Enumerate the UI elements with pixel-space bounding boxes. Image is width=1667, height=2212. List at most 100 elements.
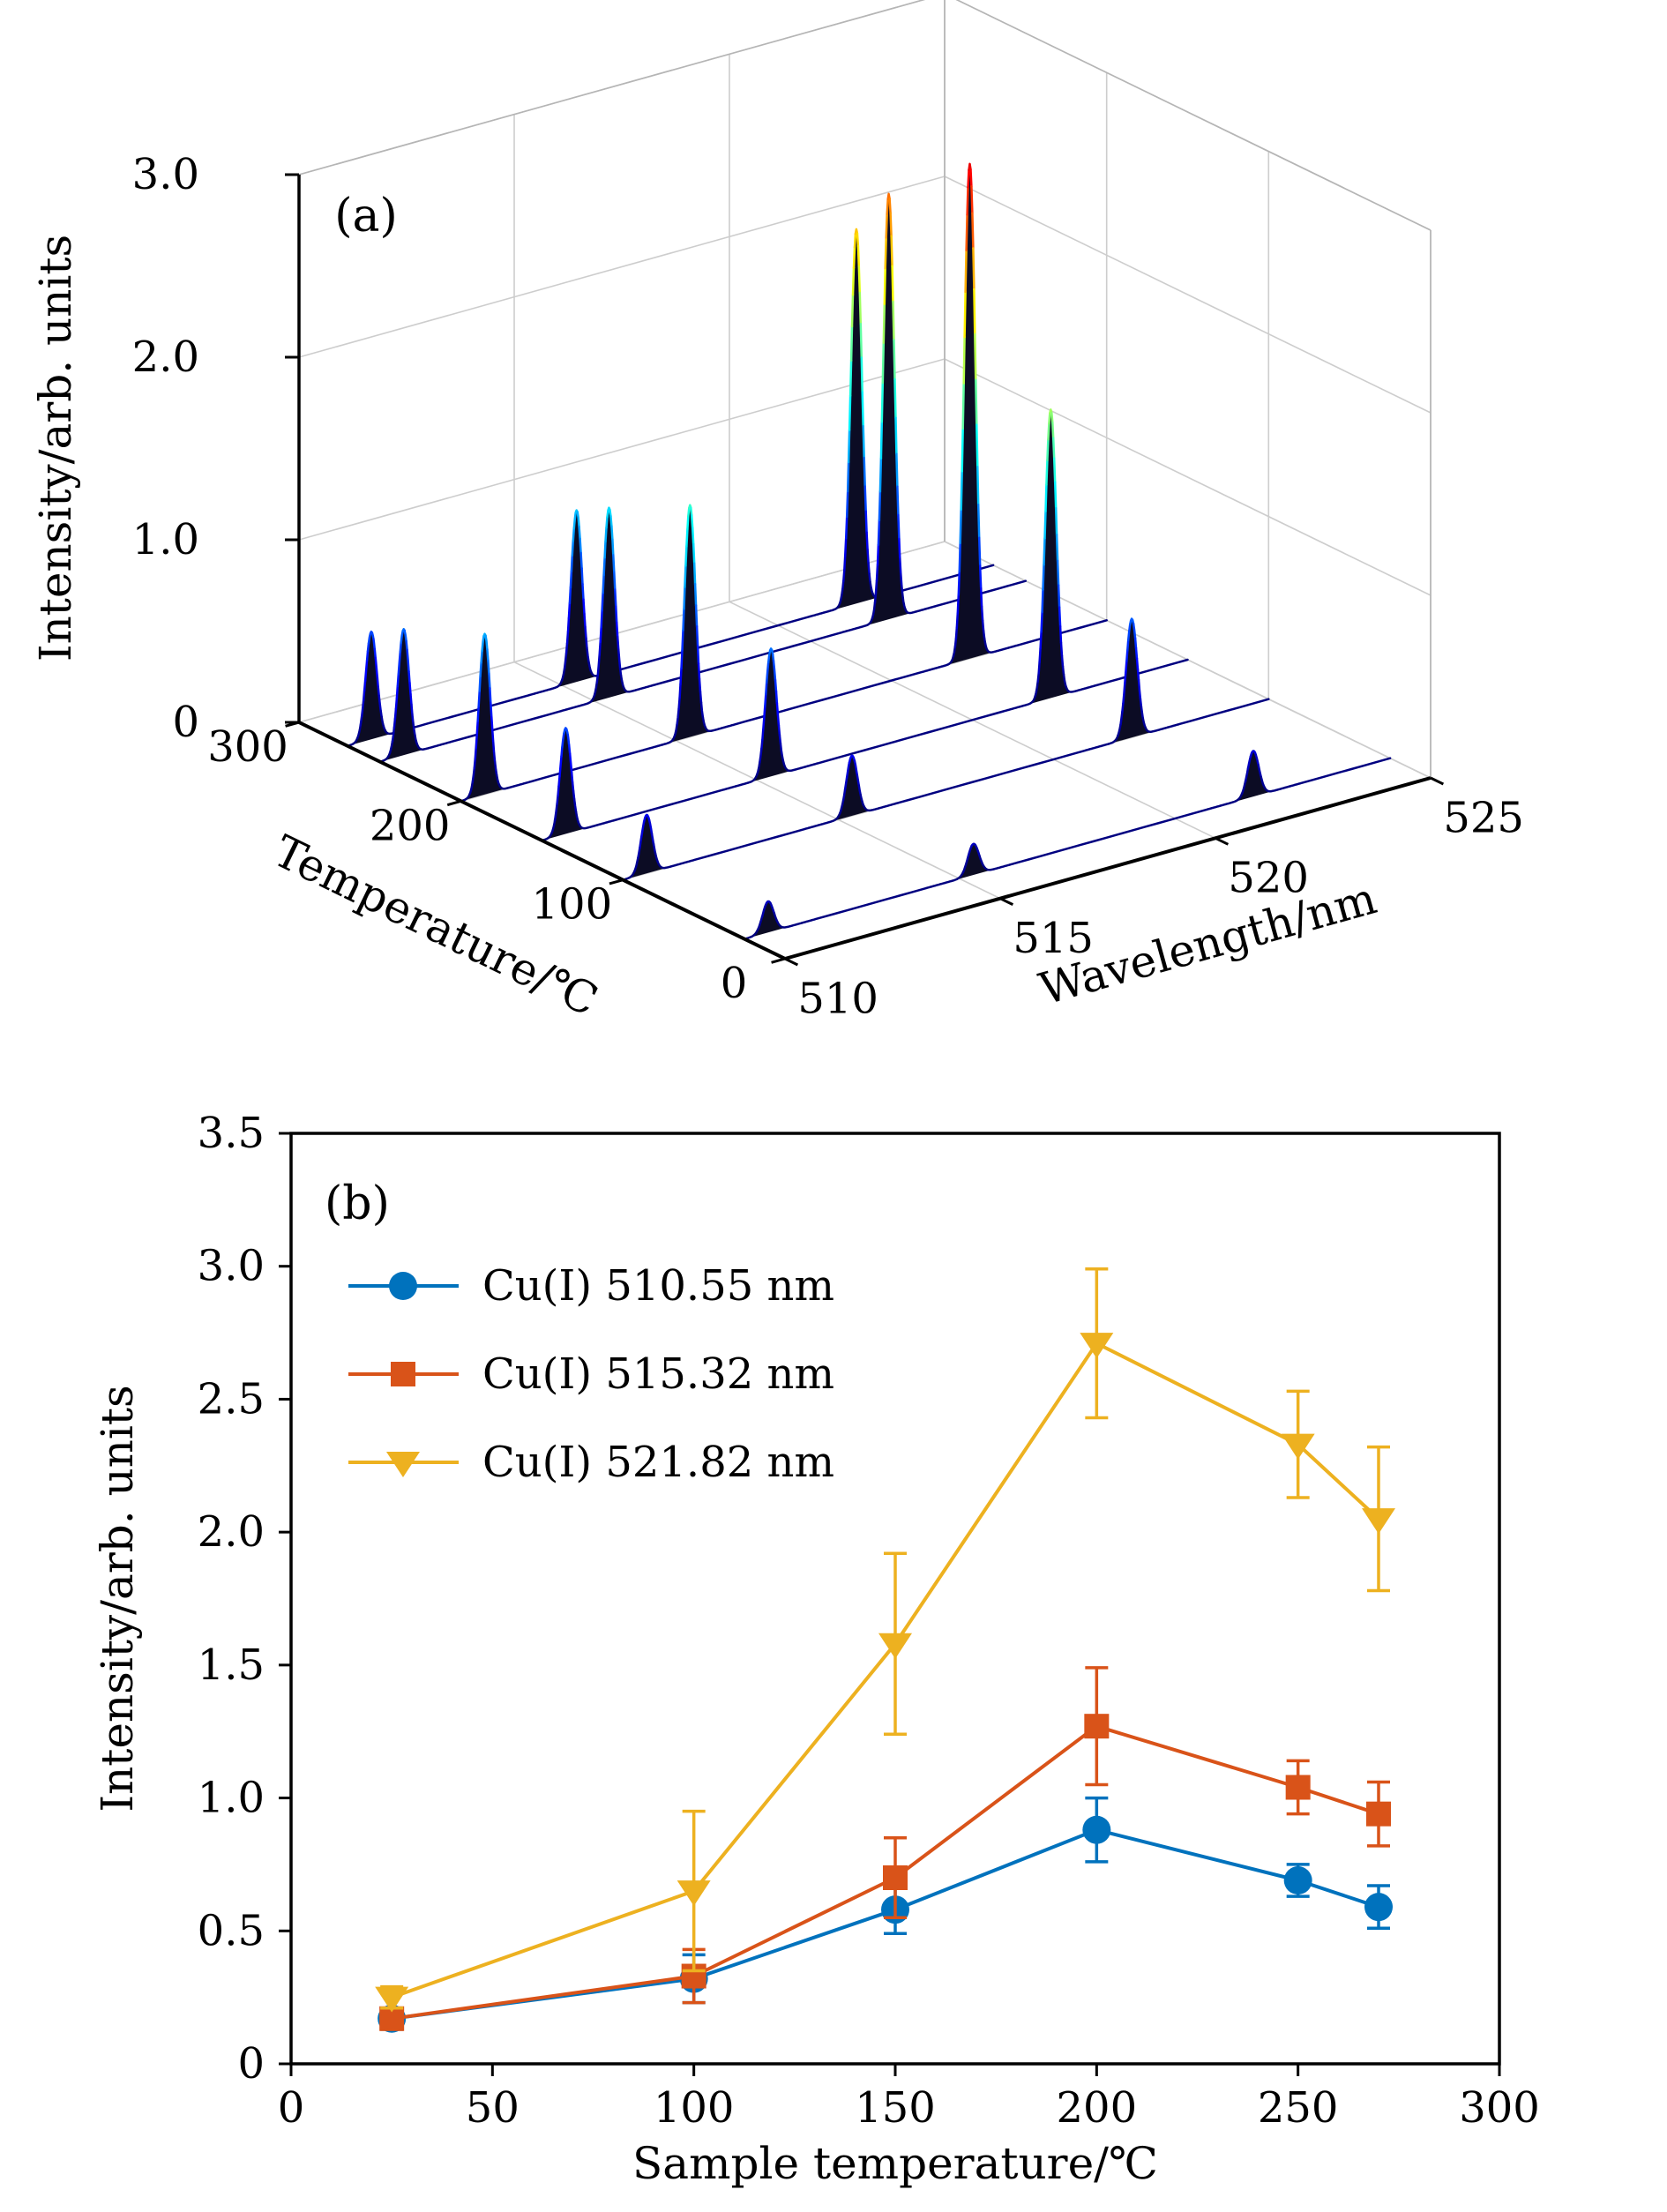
spectrum-line [476,705,480,722]
spectrum-line [979,587,983,609]
spectrum-line [365,650,370,662]
spectrum-line [567,602,572,620]
spectrum-line [848,754,856,764]
spectrum-line [1128,617,1135,626]
spectrum-line [550,818,557,834]
spectrum-line [1125,649,1129,663]
spectrum-line [572,789,576,801]
spectrum-line [886,192,891,201]
spectrum-line [640,820,646,838]
spectrum-line [1133,637,1138,649]
series-2 [375,1267,1395,2013]
spectrum-line [683,586,686,610]
spectrum-line [839,798,845,815]
x-tick-label: 250 [1258,2083,1339,2133]
spectrum-line [774,678,778,693]
spectrum-line [896,485,900,517]
spectrum-line [1257,764,1262,779]
spectrum-line [493,761,498,777]
spectrum-line [590,602,841,677]
spectrum-line [582,598,586,616]
spectrum-line [893,339,896,381]
spectrum-line [584,625,587,639]
spectrum-line [363,659,369,683]
spectrum-line [877,519,881,546]
spectrum-line [410,703,414,715]
spectrum-line [1135,657,1140,671]
y-tick-label: 1.0 [198,1774,265,1823]
z-tick-label: 3.0 [132,150,199,199]
spectrum-line [676,707,680,726]
series-line [391,1724,1379,2021]
spectrum-line [848,359,853,397]
spectrum-line [969,168,973,188]
spectrum-line [1061,665,1065,676]
panel-b: 0 50 100 150 200 250 300 0 0.5 1.0 1.5 2.0 2.5 3.0 3.5… [92,1109,1540,2189]
spectrum-line [619,674,625,689]
spectrum-line [1062,673,1068,689]
spectrum-line [880,381,885,423]
render-root: 510515520525010020030001.02.03.0Waveleng… [30,0,1540,2189]
spectrum-line [492,752,497,764]
spectrum-line [743,928,759,940]
legend-label: Cu(I) 521.82 nm [482,1438,834,1487]
spectrum-line [901,594,907,610]
spectrum-line [885,213,888,239]
spectrum-line [1036,671,1040,683]
series-1 [379,1666,1391,2031]
spectrum-line [587,660,593,674]
spectrum-line [968,162,972,171]
spectrum-fill [460,163,1107,802]
spectrum-line [583,612,587,629]
spectrum-t25 [743,750,1392,940]
spectrum-line [1034,680,1039,698]
spectrum-line [1140,705,1145,720]
x-tick-label: 520 [1228,854,1309,903]
spectrum-line [1121,702,1125,714]
spectrum-line [873,592,878,604]
spectrum-line [657,811,841,870]
spectra [346,162,1392,940]
spectrum-line [888,197,892,214]
spectrum-line [974,843,981,857]
temperature-axis [298,721,786,960]
spectrum-line [844,515,848,540]
spectrum-line [1263,757,1392,793]
spectrum-fill [379,193,1026,762]
spectrum-line [595,674,600,684]
marker-triangle-down [878,1633,912,1659]
y-tick [446,799,462,807]
spectrum-line [563,652,568,670]
spectrum-line [406,648,410,673]
spectrum-line [760,738,764,750]
spectrum-line [479,661,482,677]
spectrum-line [372,637,377,651]
spectrum-line [901,585,904,596]
spectrum-line [388,740,394,754]
spectrum-line [1060,654,1065,668]
spectrum-line [843,776,848,791]
spectrum-line [847,429,851,464]
z-tick-label: 0 [172,698,199,747]
spectrum-line [1244,766,1250,782]
spectrum-line [762,717,766,731]
spectrum-line [374,656,379,679]
spectrum-line [980,605,984,622]
spectrum-line [492,742,496,755]
box-edge [955,0,1432,231]
spectrum-line [359,714,363,727]
spectrum-line [958,542,961,573]
spectrum-line [603,540,607,559]
spectrum-line [1051,437,1056,460]
x-tick-label: 150 [855,2083,936,2133]
spectrum-line [580,567,584,586]
spectrum-line [845,761,851,780]
spectrum-line [394,697,399,711]
spectrum-line [868,572,871,583]
spectrum-line [616,636,620,651]
gridline [944,176,1432,414]
spectrum-line [1139,697,1143,708]
spectrum-line [396,673,400,688]
spectrum-line [775,701,780,716]
spectrum-line [1055,534,1059,563]
